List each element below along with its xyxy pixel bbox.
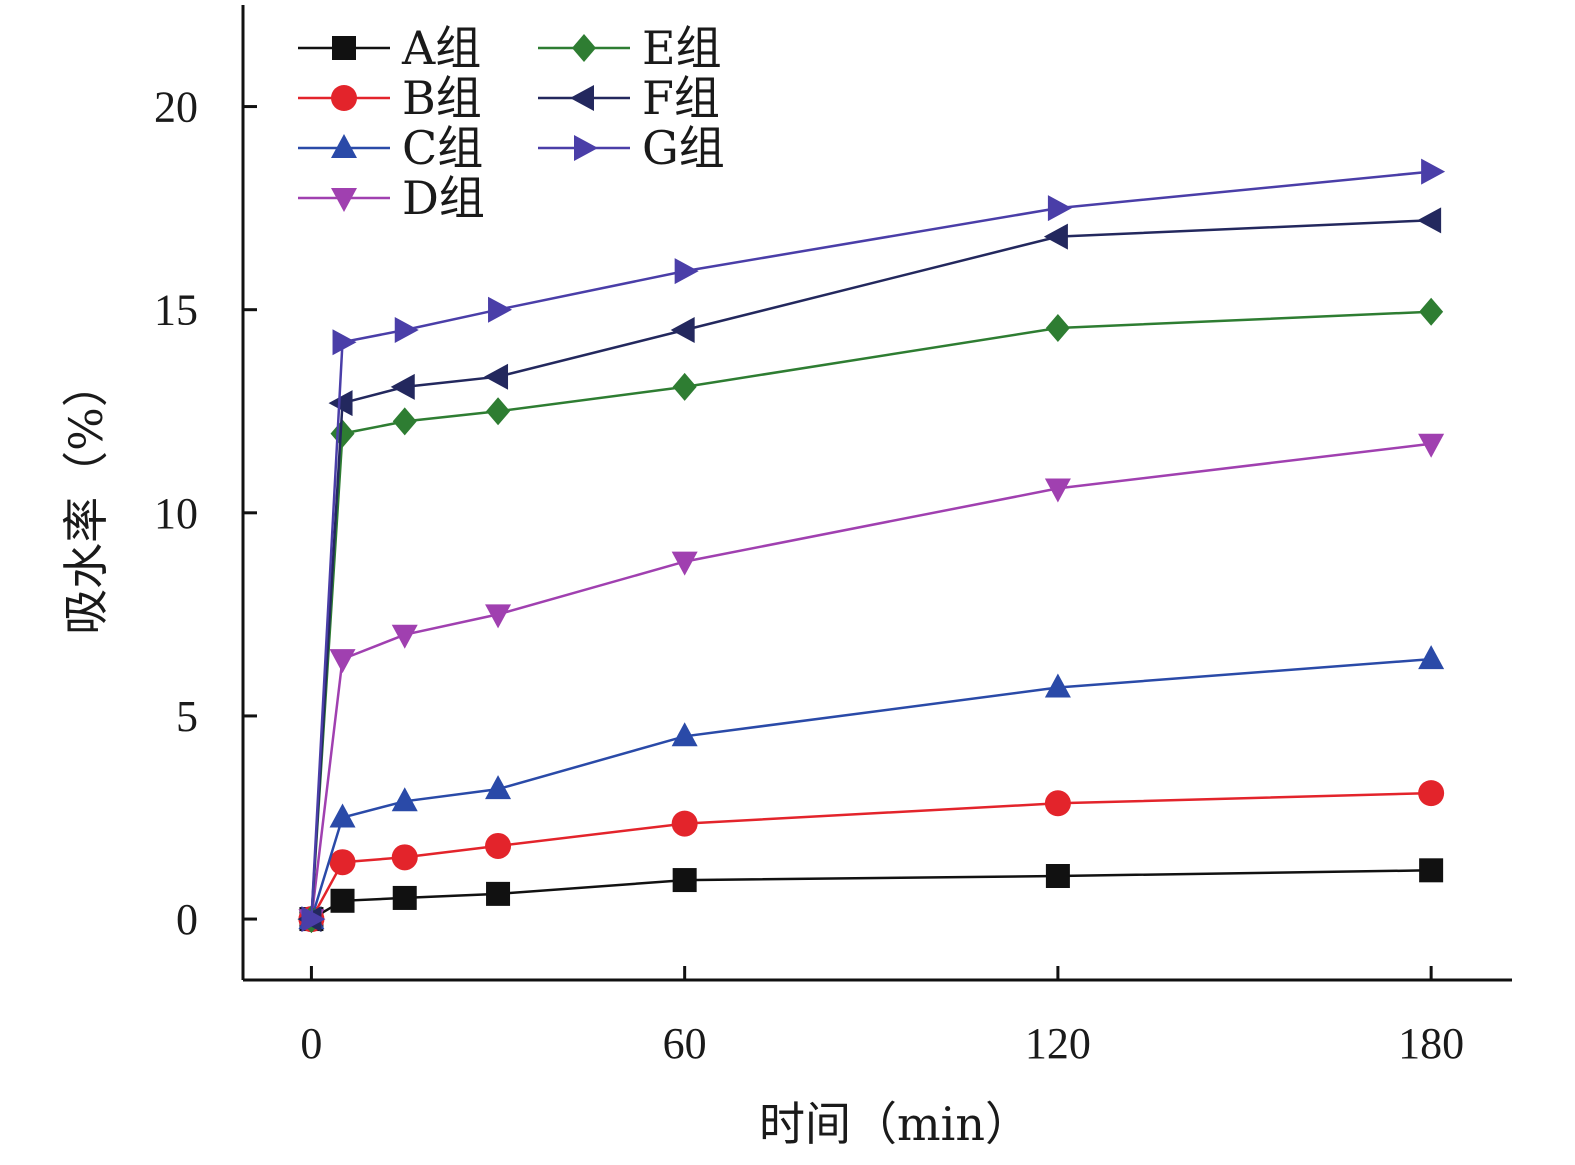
data-point bbox=[301, 906, 326, 933]
data-point bbox=[332, 329, 357, 356]
legend-marker bbox=[572, 34, 596, 62]
data-point bbox=[392, 885, 417, 910]
data-point bbox=[485, 604, 512, 629]
legend-marker bbox=[331, 134, 357, 158]
axes: 0 5 10 15 20 0 60 120 180 bbox=[154, 5, 1512, 1068]
y-tick-label: 5 bbox=[176, 692, 198, 741]
data-point bbox=[1419, 858, 1444, 883]
data-point bbox=[329, 803, 356, 828]
legend-item: G组 bbox=[538, 121, 725, 175]
data-point bbox=[671, 810, 698, 837]
legend-label: F组 bbox=[642, 71, 720, 125]
legend-item: D组 bbox=[298, 171, 485, 225]
legend-marker bbox=[331, 188, 357, 212]
y-tick-label: 10 bbox=[154, 489, 198, 538]
data-point bbox=[328, 390, 353, 417]
x-axis-title: 时间（min） bbox=[759, 1097, 1031, 1151]
data-point bbox=[484, 363, 509, 390]
series-line bbox=[310, 310, 1432, 920]
series-layer bbox=[297, 158, 1446, 934]
data-point bbox=[1043, 223, 1068, 250]
data-point bbox=[330, 888, 355, 913]
data-point bbox=[1418, 433, 1445, 458]
data-point bbox=[390, 373, 415, 400]
data-point bbox=[670, 317, 695, 343]
legend-marker bbox=[574, 135, 598, 161]
series-line bbox=[310, 791, 1432, 920]
legend-label: E组 bbox=[642, 21, 722, 75]
legend-item: F组 bbox=[538, 71, 720, 125]
data-point bbox=[1417, 207, 1442, 234]
legend-item: A组 bbox=[298, 21, 481, 75]
x-tick-label: 60 bbox=[663, 1019, 707, 1068]
series-line bbox=[310, 869, 1432, 921]
legend-marker bbox=[331, 85, 357, 111]
data-point bbox=[672, 372, 697, 401]
data-point bbox=[391, 844, 418, 871]
data-point bbox=[1047, 195, 1072, 222]
legend-item: E组 bbox=[538, 21, 722, 75]
data-point bbox=[671, 722, 698, 747]
data-point bbox=[1044, 673, 1071, 698]
series-3 bbox=[298, 645, 1445, 930]
data-point bbox=[1421, 158, 1446, 185]
x-tick-label: 120 bbox=[1025, 1019, 1091, 1068]
series-5 bbox=[299, 297, 1444, 934]
data-point bbox=[672, 868, 697, 893]
legend-marker bbox=[332, 36, 356, 60]
data-point bbox=[488, 296, 513, 323]
data-point bbox=[392, 407, 417, 436]
data-point bbox=[1045, 313, 1070, 342]
y-tick-label: 20 bbox=[154, 83, 198, 132]
data-point bbox=[329, 649, 356, 674]
data-point bbox=[485, 832, 512, 859]
data-point bbox=[486, 397, 511, 426]
data-point bbox=[674, 258, 699, 285]
series-7 bbox=[301, 158, 1446, 933]
series-4 bbox=[298, 433, 1445, 934]
data-point bbox=[1418, 780, 1445, 807]
legend-label: C组 bbox=[402, 121, 483, 175]
data-point bbox=[394, 317, 419, 343]
data-point bbox=[671, 551, 698, 576]
data-point bbox=[1045, 864, 1070, 888]
y-tick-label: 15 bbox=[154, 286, 198, 335]
x-tick-label: 0 bbox=[300, 1019, 322, 1068]
data-point bbox=[330, 419, 355, 448]
y-axis-title: 吸水率（%） bbox=[59, 361, 113, 635]
series-line bbox=[310, 657, 1432, 920]
x-tick-label: 180 bbox=[1398, 1019, 1464, 1068]
series-2 bbox=[298, 780, 1445, 933]
legend-label: D组 bbox=[402, 171, 485, 225]
legend-label: A组 bbox=[401, 21, 481, 75]
legend-item: B组 bbox=[298, 71, 482, 125]
data-point bbox=[391, 787, 418, 812]
data-point bbox=[1044, 478, 1071, 503]
data-point bbox=[486, 881, 511, 906]
legend-label: B组 bbox=[402, 71, 482, 125]
data-point bbox=[1419, 297, 1444, 326]
data-point bbox=[1418, 645, 1445, 670]
series-1 bbox=[299, 858, 1444, 932]
data-point bbox=[1044, 790, 1071, 817]
legend-marker bbox=[570, 85, 594, 111]
data-point bbox=[391, 624, 418, 649]
legend-item: C组 bbox=[298, 121, 483, 175]
legend-label: G组 bbox=[642, 121, 725, 175]
y-tick-label: 0 bbox=[176, 895, 198, 944]
data-point bbox=[329, 849, 356, 876]
data-point bbox=[485, 775, 512, 800]
